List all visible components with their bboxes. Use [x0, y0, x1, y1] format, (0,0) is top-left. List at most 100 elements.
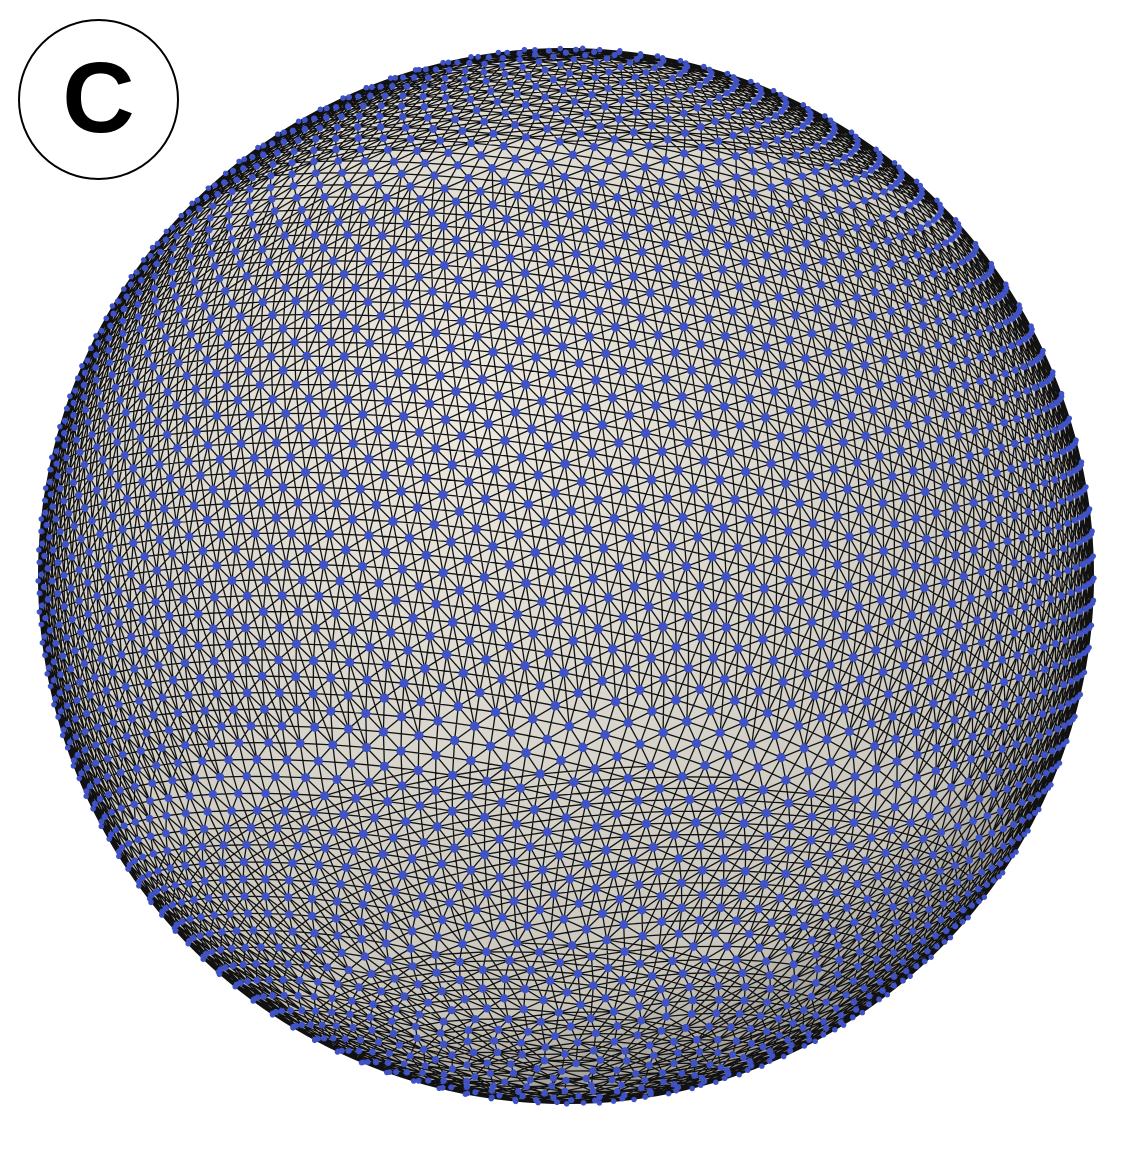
- mesh-vertex: [105, 736, 114, 745]
- mesh-vertex: [823, 162, 831, 171]
- mesh-vertex: [94, 623, 103, 632]
- mesh-vertex: [647, 121, 656, 130]
- mesh-vertex: [179, 626, 188, 636]
- mesh-vertex: [609, 1007, 618, 1016]
- mesh-vertex: [440, 84, 448, 92]
- mesh-vertex: [453, 275, 463, 285]
- mesh-vertex: [197, 756, 207, 766]
- mesh-vertex: [919, 834, 928, 843]
- mesh-vertex: [143, 678, 153, 688]
- mesh-vertex: [521, 748, 531, 758]
- mesh-vertex: [849, 317, 859, 326]
- mesh-vertex: [988, 349, 997, 357]
- mesh-vertex: [499, 54, 507, 62]
- mesh-vertex: [640, 163, 650, 172]
- mesh-vertex: [835, 956, 844, 965]
- mesh-vertex: [224, 755, 233, 765]
- mesh-vertex: [1020, 460, 1029, 469]
- mesh-vertex: [822, 998, 830, 1006]
- mesh-vertex: [374, 578, 384, 588]
- mesh-vertex: [520, 660, 530, 671]
- mesh-vertex: [115, 848, 122, 855]
- mesh-vertex: [436, 1029, 445, 1038]
- mesh-vertex: [911, 513, 921, 523]
- mesh-vertex: [42, 652, 48, 659]
- mesh-vertex: [784, 798, 794, 808]
- mesh-vertex: [180, 741, 190, 750]
- mesh-vertex: [816, 189, 825, 198]
- mesh-vertex: [279, 976, 288, 984]
- mesh-vertex: [419, 1069, 426, 1077]
- mesh-vertex: [854, 962, 862, 971]
- mesh-vertex: [1027, 795, 1035, 803]
- mesh-vertex: [533, 1096, 540, 1103]
- mesh-vertex: [540, 517, 550, 528]
- mesh-vertex: [171, 518, 181, 527]
- mesh-vertex: [103, 754, 112, 763]
- mesh-vertex: [105, 334, 113, 342]
- mesh-vertex: [411, 909, 421, 919]
- mesh-vertex: [336, 879, 345, 889]
- mesh-vertex: [332, 897, 342, 906]
- mesh-vertex: [414, 233, 423, 242]
- mesh-vertex: [591, 375, 601, 385]
- mesh-vertex: [236, 158, 242, 165]
- mesh-vertex: [699, 456, 710, 466]
- mesh-vertex: [105, 790, 113, 799]
- mesh-vertex: [793, 721, 804, 731]
- mesh-vertex: [964, 890, 972, 898]
- mesh-vertex: [945, 845, 954, 853]
- mesh-vertex: [674, 929, 684, 939]
- mesh-vertex: [854, 386, 864, 396]
- mesh-vertex: [255, 144, 261, 151]
- mesh-vertex: [303, 218, 312, 227]
- mesh-vertex: [91, 800, 99, 808]
- mesh-vertex: [429, 519, 439, 530]
- mesh-vertex: [735, 420, 745, 430]
- mesh-vertex: [990, 877, 997, 884]
- mesh-vertex: [173, 232, 181, 240]
- mesh-vertex: [311, 1007, 320, 1015]
- mesh-vertex: [493, 1048, 502, 1057]
- mesh-vertex: [81, 746, 89, 754]
- mesh-vertex: [384, 1059, 392, 1067]
- mesh-vertex: [509, 1069, 518, 1077]
- mesh-vertex: [491, 239, 500, 249]
- mesh-vertex: [426, 246, 436, 256]
- mesh-vertex: [233, 789, 243, 798]
- mesh-vertex: [36, 590, 43, 597]
- mesh-vertex: [989, 846, 998, 855]
- mesh-vertex: [160, 884, 169, 892]
- mesh-vertex: [846, 841, 855, 851]
- mesh-vertex: [198, 546, 208, 556]
- mesh-vertex: [275, 623, 285, 633]
- mesh-vertex: [132, 507, 142, 517]
- mesh-vertex: [304, 394, 314, 404]
- mesh-vertex: [259, 704, 269, 714]
- mesh-vertex: [932, 932, 939, 940]
- mesh-vertex: [586, 1014, 595, 1023]
- mesh-vertex: [269, 140, 276, 147]
- mesh-vertex: [851, 145, 859, 153]
- mesh-vertex: [596, 1056, 605, 1064]
- mesh-vertex: [495, 834, 505, 844]
- mesh-vertex: [999, 870, 1006, 876]
- mesh-vertex: [98, 823, 105, 830]
- mesh-vertex: [128, 273, 134, 280]
- mesh-vertex: [951, 861, 959, 870]
- mesh-vertex: [412, 502, 423, 513]
- mesh-vertex: [644, 601, 654, 612]
- mesh-vertex: [59, 732, 66, 739]
- mesh-vertex: [761, 808, 771, 818]
- mesh-vertex: [695, 1048, 704, 1056]
- mesh-vertex: [837, 1011, 845, 1019]
- mesh-vertex: [364, 454, 374, 464]
- mesh-vertex: [173, 443, 182, 453]
- mesh-vertex: [532, 47, 538, 53]
- mesh-vertex: [1076, 608, 1084, 616]
- mesh-vertex: [537, 396, 547, 406]
- mesh-vertex: [1000, 722, 1009, 731]
- mesh-vertex: [759, 1043, 767, 1051]
- mesh-vertex: [759, 879, 769, 889]
- mesh-vertex: [526, 1076, 534, 1084]
